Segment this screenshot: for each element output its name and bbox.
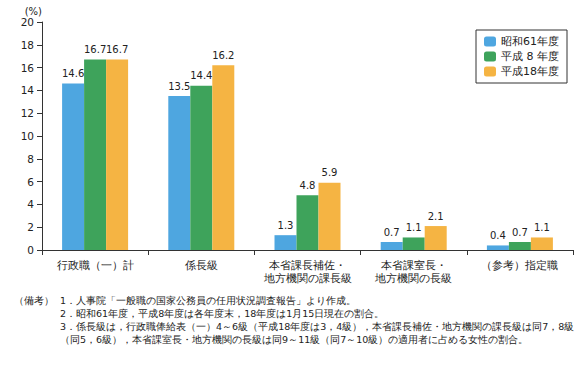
svg-text:2: 2 (27, 221, 34, 233)
svg-text:地方機関の長級: 地方機関の長級 (374, 272, 452, 284)
svg-text:1.1: 1.1 (534, 222, 550, 233)
svg-text:本省課室長・: 本省課室長・ (381, 259, 447, 271)
svg-text:14.6: 14.6 (62, 68, 84, 79)
svg-text:0.4: 0.4 (490, 230, 506, 241)
svg-text:1.3: 1.3 (278, 220, 294, 231)
svg-text:4: 4 (27, 198, 34, 210)
svg-text:昭和61年度: 昭和61年度 (501, 35, 559, 48)
svg-text:10: 10 (21, 130, 34, 142)
svg-text:(%): (%) (25, 6, 42, 17)
svg-text:16.7: 16.7 (106, 44, 128, 55)
svg-text:18: 18 (21, 39, 34, 51)
svg-text:（参考）指定職: （参考）指定職 (481, 259, 558, 271)
html-text:（備考）: （備考） (14, 295, 54, 306)
svg-text:平成18年度: 平成18年度 (501, 65, 559, 78)
svg-text:係長級: 係長級 (185, 259, 218, 271)
svg-text:0.7: 0.7 (384, 227, 400, 238)
svg-text:16.2: 16.2 (212, 50, 234, 61)
svg-text:本省課長補佐・: 本省課長補佐・ (269, 259, 346, 271)
svg-text:行政職（一）計: 行政職（一）計 (57, 259, 134, 271)
html-text:1．人事院「一般職の国家公務員の任用状況調査報告」より作成。: 1．人事院「一般職の国家公務員の任用状況調査報告」より作成。 (60, 295, 356, 306)
svg-text:13.5: 13.5 (168, 81, 190, 92)
svg-text:4.8: 4.8 (300, 180, 316, 191)
svg-text:12: 12 (21, 107, 34, 119)
svg-text:14: 14 (21, 84, 35, 96)
svg-text:0.7: 0.7 (512, 227, 528, 238)
svg-text:8: 8 (27, 153, 34, 165)
svg-text:平成 8 年度: 平成 8 年度 (501, 50, 559, 63)
svg-text:0: 0 (27, 244, 34, 256)
svg-text:5.9: 5.9 (322, 167, 338, 178)
svg-text:2.1: 2.1 (428, 211, 444, 222)
svg-text:16.7: 16.7 (84, 44, 106, 55)
svg-text:1.1: 1.1 (406, 222, 422, 233)
svg-text:地方機関の課長級: 地方機関の課長級 (263, 272, 352, 284)
svg-text:20: 20 (21, 16, 34, 28)
svg-text:16: 16 (21, 62, 35, 74)
html-text:3．係長級は，行政職俸給表（一）4～6級（平成18年度は3，: 3．係長級は，行政職俸給表（一）4～6級（平成18年度は3，4級），本省課長補佐… (60, 321, 575, 345)
html-text:2．昭和61年度，平成8年度は各年度末，18年度は1月15日: 2．昭和61年度，平成8年度は各年度末，18年度は1月15日現在の割合。 (60, 308, 385, 319)
svg-text:6: 6 (27, 176, 34, 188)
svg-text:14.4: 14.4 (190, 70, 212, 81)
